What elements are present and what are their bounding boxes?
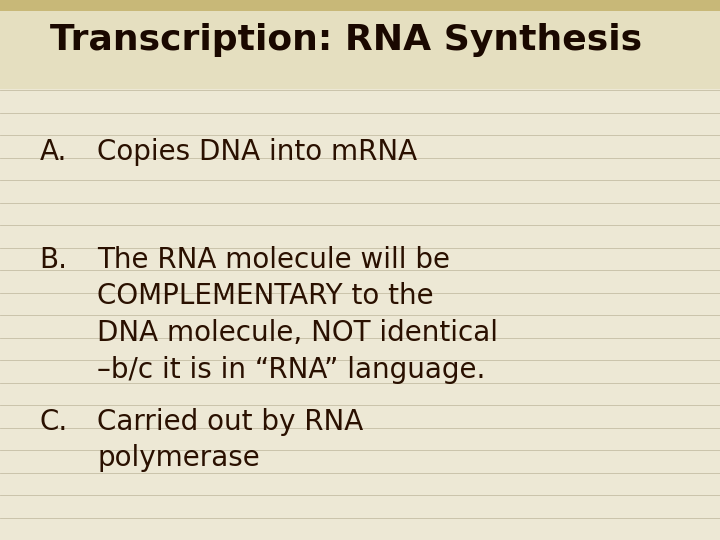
Text: Transcription: RNA Synthesis: Transcription: RNA Synthesis (50, 23, 642, 57)
Text: C.: C. (40, 408, 68, 436)
Text: A.: A. (40, 138, 67, 166)
Text: The RNA molecule will be
COMPLEMENTARY to the
DNA molecule, NOT identical
–b/c i: The RNA molecule will be COMPLEMENTARY t… (97, 246, 498, 384)
Text: Carried out by RNA
polymerase: Carried out by RNA polymerase (97, 408, 364, 472)
FancyBboxPatch shape (0, 0, 720, 11)
FancyBboxPatch shape (0, 0, 720, 89)
Text: B.: B. (40, 246, 68, 274)
Text: Copies DNA into mRNA: Copies DNA into mRNA (97, 138, 418, 166)
